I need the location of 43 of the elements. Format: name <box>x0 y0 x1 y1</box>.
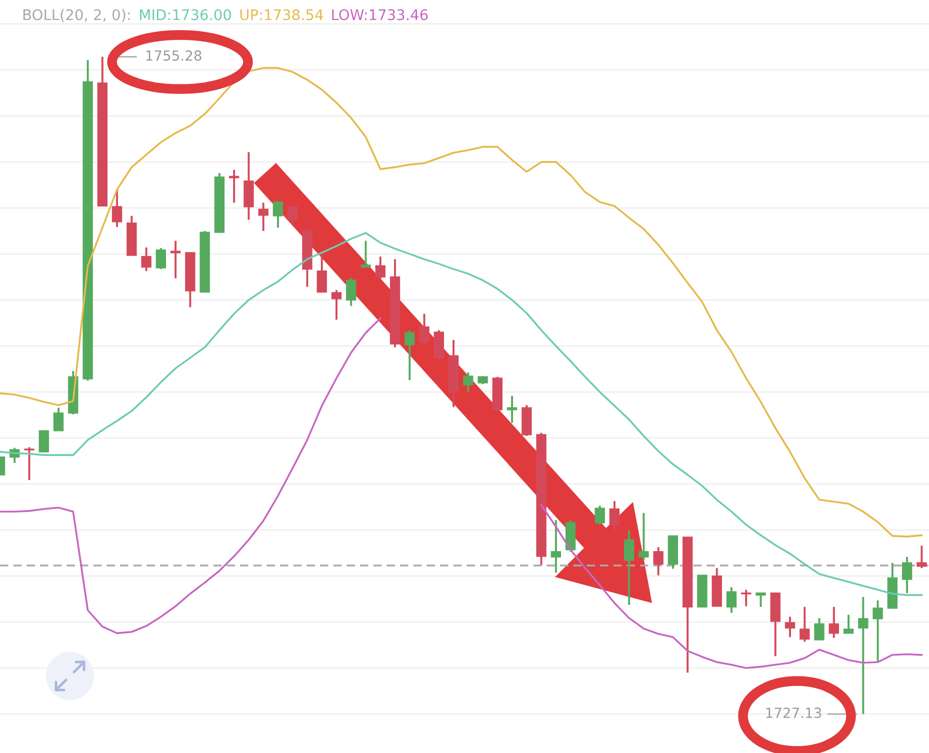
candlestick <box>624 529 634 606</box>
annotation: 1727.13 <box>766 708 822 718</box>
candlestick <box>828 606 839 639</box>
candlestick <box>814 617 824 641</box>
candlestick <box>726 586 737 614</box>
candlestick <box>141 246 152 272</box>
candlestick <box>916 544 927 570</box>
text: LOW:1733.46 <box>332 9 428 20</box>
candlestick <box>784 616 796 638</box>
candlestick <box>331 289 342 321</box>
candlestick <box>594 504 605 526</box>
candlestick <box>404 329 415 382</box>
text: UP:1738.54 <box>240 9 323 20</box>
annotation: 1755.28 <box>146 50 202 61</box>
candlestick <box>53 406 64 432</box>
candlestick <box>346 277 356 307</box>
candlestick <box>506 394 518 424</box>
candlestick <box>288 204 298 226</box>
candlestick <box>638 512 649 562</box>
candlestick <box>24 446 34 482</box>
candlestick <box>419 312 430 346</box>
candlestick <box>112 188 122 228</box>
candlestick <box>609 500 620 531</box>
candlestick <box>858 596 868 715</box>
candlestick <box>228 168 240 204</box>
candlestick <box>463 371 474 393</box>
candlestick <box>843 614 854 634</box>
candlestick <box>375 256 386 280</box>
candlestick <box>756 592 766 608</box>
candlestick <box>872 599 883 664</box>
candlestick <box>550 519 562 574</box>
candlestick <box>316 252 327 294</box>
candlestick <box>38 430 49 452</box>
candlestick <box>360 240 371 268</box>
candlestick <box>741 588 752 608</box>
text: MID:1736.00 <box>140 9 231 20</box>
candlestick <box>258 202 268 232</box>
chart-title: BOLL(20, 2, 0): <box>23 8 130 22</box>
candlestick <box>800 606 810 643</box>
candlestick <box>653 546 664 576</box>
candlestick <box>902 556 912 594</box>
candlestick <box>272 201 284 229</box>
candlestick <box>156 247 166 270</box>
